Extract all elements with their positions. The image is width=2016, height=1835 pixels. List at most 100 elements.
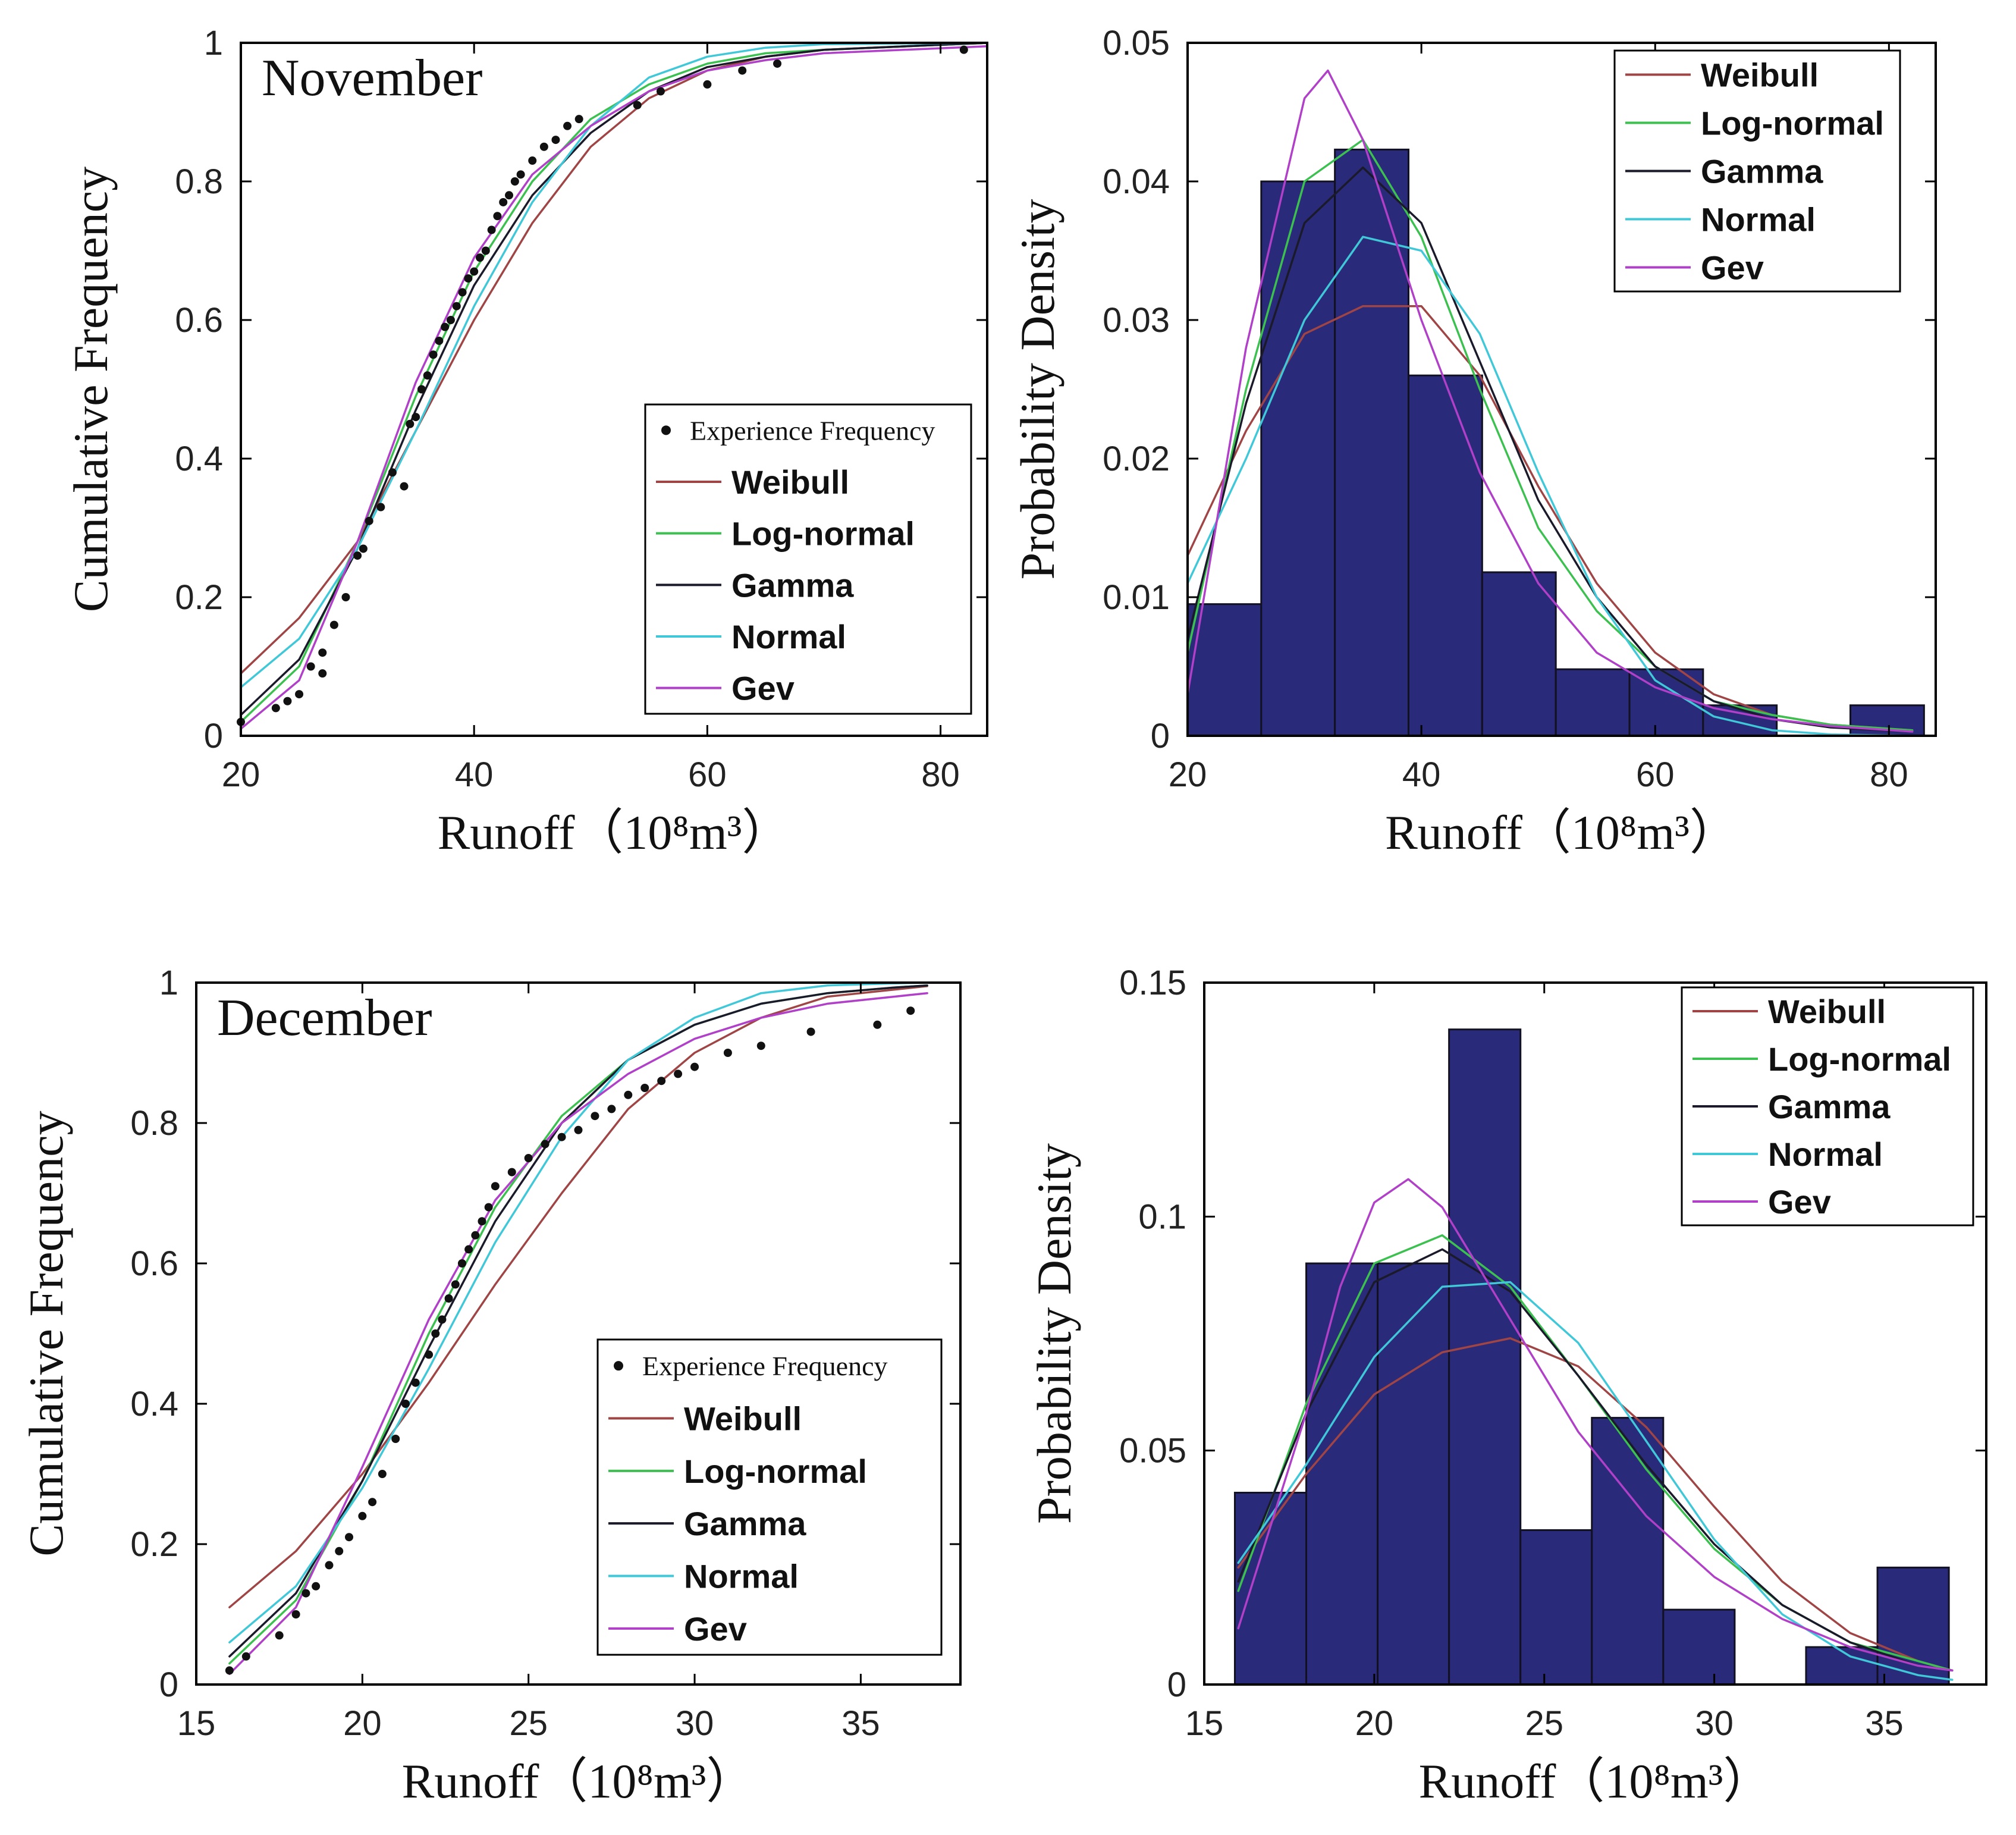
data-point <box>464 1245 473 1254</box>
y-tick-label: 0.05 <box>1119 1432 1186 1470</box>
x-tick-label: 20 <box>343 1704 382 1743</box>
legend-box <box>596 1338 943 1656</box>
data-point <box>302 1589 310 1598</box>
data-point <box>505 191 514 200</box>
x-axis: 15 20 25 30 35 <box>1185 983 1904 1743</box>
x-tick-label: 30 <box>1695 1704 1734 1743</box>
legend-label: Gev <box>684 1610 747 1648</box>
data-point <box>406 419 414 428</box>
data-point <box>640 1084 649 1092</box>
series-line-gev <box>228 992 928 1676</box>
y-tick-label: 0.4 <box>130 1385 178 1423</box>
data-point <box>435 336 444 345</box>
chart-nov-cdf: 20 40 60 80 0 0.2 0.4 0.6 0.8 1 Runoff（10⁸m³） Cumul… <box>64 24 988 860</box>
data-point <box>491 1182 500 1191</box>
y-axis: 0 0.01 0.02 0.03 0.04 0.05 <box>1103 24 1936 755</box>
legend-label: Weibull <box>1768 993 1886 1030</box>
y-axis: 0 0.2 0.4 0.6 0.8 1 <box>175 24 987 755</box>
data-point <box>574 115 583 124</box>
data-point <box>325 1561 334 1570</box>
fitted-curves <box>1237 1178 1954 1681</box>
histogram-bar <box>1662 1608 1736 1686</box>
fitted-curves <box>228 983 928 1676</box>
data-point <box>241 1652 250 1661</box>
month-label: November <box>262 49 482 107</box>
data-point <box>335 1547 344 1555</box>
legend-label: Log-normal <box>1768 1040 1951 1078</box>
x-tick-label: 80 <box>1870 755 1908 794</box>
legend-label: Gamma <box>684 1505 806 1542</box>
data-point <box>541 1140 549 1149</box>
axes-frame <box>195 981 962 1686</box>
data-point <box>674 1069 683 1078</box>
data-point <box>557 1133 566 1141</box>
data-point <box>291 1610 300 1618</box>
y-tick-label: 0.15 <box>1119 964 1186 1002</box>
histogram-bar <box>1448 1028 1522 1686</box>
chart-dec-cdf: 15 20 25 30 35 0 0.2 0.4 0.6 0.8 1 Runoff（10⁸m³） Cum… <box>19 964 962 1808</box>
chart-nov-pdf: 20 40 60 80 0 0.01 0.02 0.03 0.04 0.05 Runoff（10⁸m… <box>1010 24 1937 860</box>
legend-marker-dot <box>614 1361 623 1371</box>
y-tick-label: 0 <box>159 1665 178 1704</box>
legend-label: Normal <box>684 1558 799 1595</box>
series-line-gev <box>241 45 987 730</box>
data-point <box>516 170 525 179</box>
data-point <box>528 156 537 165</box>
legend-label: Weibull <box>1701 57 1819 94</box>
data-point <box>451 1280 460 1289</box>
legend-label: Gamma <box>1768 1088 1891 1125</box>
data-point <box>475 253 484 262</box>
legend: Weibull Log-normal Gamma Normal Gev <box>1613 49 1901 293</box>
x-tick-label: 80 <box>921 755 960 794</box>
data-point <box>524 1154 533 1162</box>
data-point <box>510 177 519 186</box>
histogram-bar <box>1334 148 1410 737</box>
legend-label: Weibull <box>731 463 849 501</box>
y-tick-label: 0 <box>204 717 223 755</box>
data-point <box>441 322 450 331</box>
x-tick-label: 35 <box>1865 1704 1904 1743</box>
x-tick-label: 30 <box>676 1704 714 1743</box>
data-point <box>738 66 747 75</box>
legend-label: Gamma <box>1701 153 1823 190</box>
data-point <box>703 80 712 89</box>
data-point <box>756 1042 765 1050</box>
legend-box <box>644 403 972 715</box>
legend: Experience Frequency Weibull Log-normal Gam… <box>596 1338 943 1656</box>
y-tick-label: 0.6 <box>130 1244 178 1283</box>
x-tick-label: 60 <box>1636 755 1675 794</box>
data-point <box>358 1511 367 1520</box>
data-point <box>329 620 338 629</box>
data-point <box>365 516 373 525</box>
chart-panels: 20 40 60 80 0 0.2 0.4 0.6 0.8 1 Runoff（10⁸m³） Cumul… <box>19 24 1987 1808</box>
empirical-points <box>225 1006 915 1675</box>
data-point <box>624 1090 633 1099</box>
data-point <box>499 197 508 206</box>
histogram-bar <box>1555 668 1631 737</box>
data-point <box>959 45 968 54</box>
histogram-bar <box>1408 374 1483 737</box>
histogram-bar <box>1377 1262 1450 1686</box>
x-axis: 20 40 60 80 <box>1169 43 1908 794</box>
y-tick-label: 0.8 <box>130 1104 178 1143</box>
series-line-gamma <box>228 984 928 1658</box>
data-point <box>391 1435 400 1443</box>
legend-label: Gev <box>1768 1183 1831 1221</box>
data-point <box>271 704 280 713</box>
x-tick-label: 20 <box>1169 755 1207 794</box>
y-tick-label: 1 <box>204 24 223 62</box>
y-tick-label: 0 <box>1151 717 1170 755</box>
x-tick-label: 25 <box>1525 1704 1563 1743</box>
data-point <box>376 503 385 512</box>
data-point <box>378 1470 387 1478</box>
x-tick-label: 20 <box>222 755 260 794</box>
data-point <box>401 1400 410 1408</box>
y-tick-label: 0.2 <box>130 1525 178 1564</box>
data-point <box>412 413 420 422</box>
x-tick-label: 25 <box>509 1704 548 1743</box>
fitted-curves <box>241 43 987 730</box>
data-point <box>411 1378 420 1387</box>
data-point <box>478 1217 486 1226</box>
y-axis-label: Cumulative Frequency <box>19 1111 73 1556</box>
legend-marker-dot <box>661 425 671 435</box>
